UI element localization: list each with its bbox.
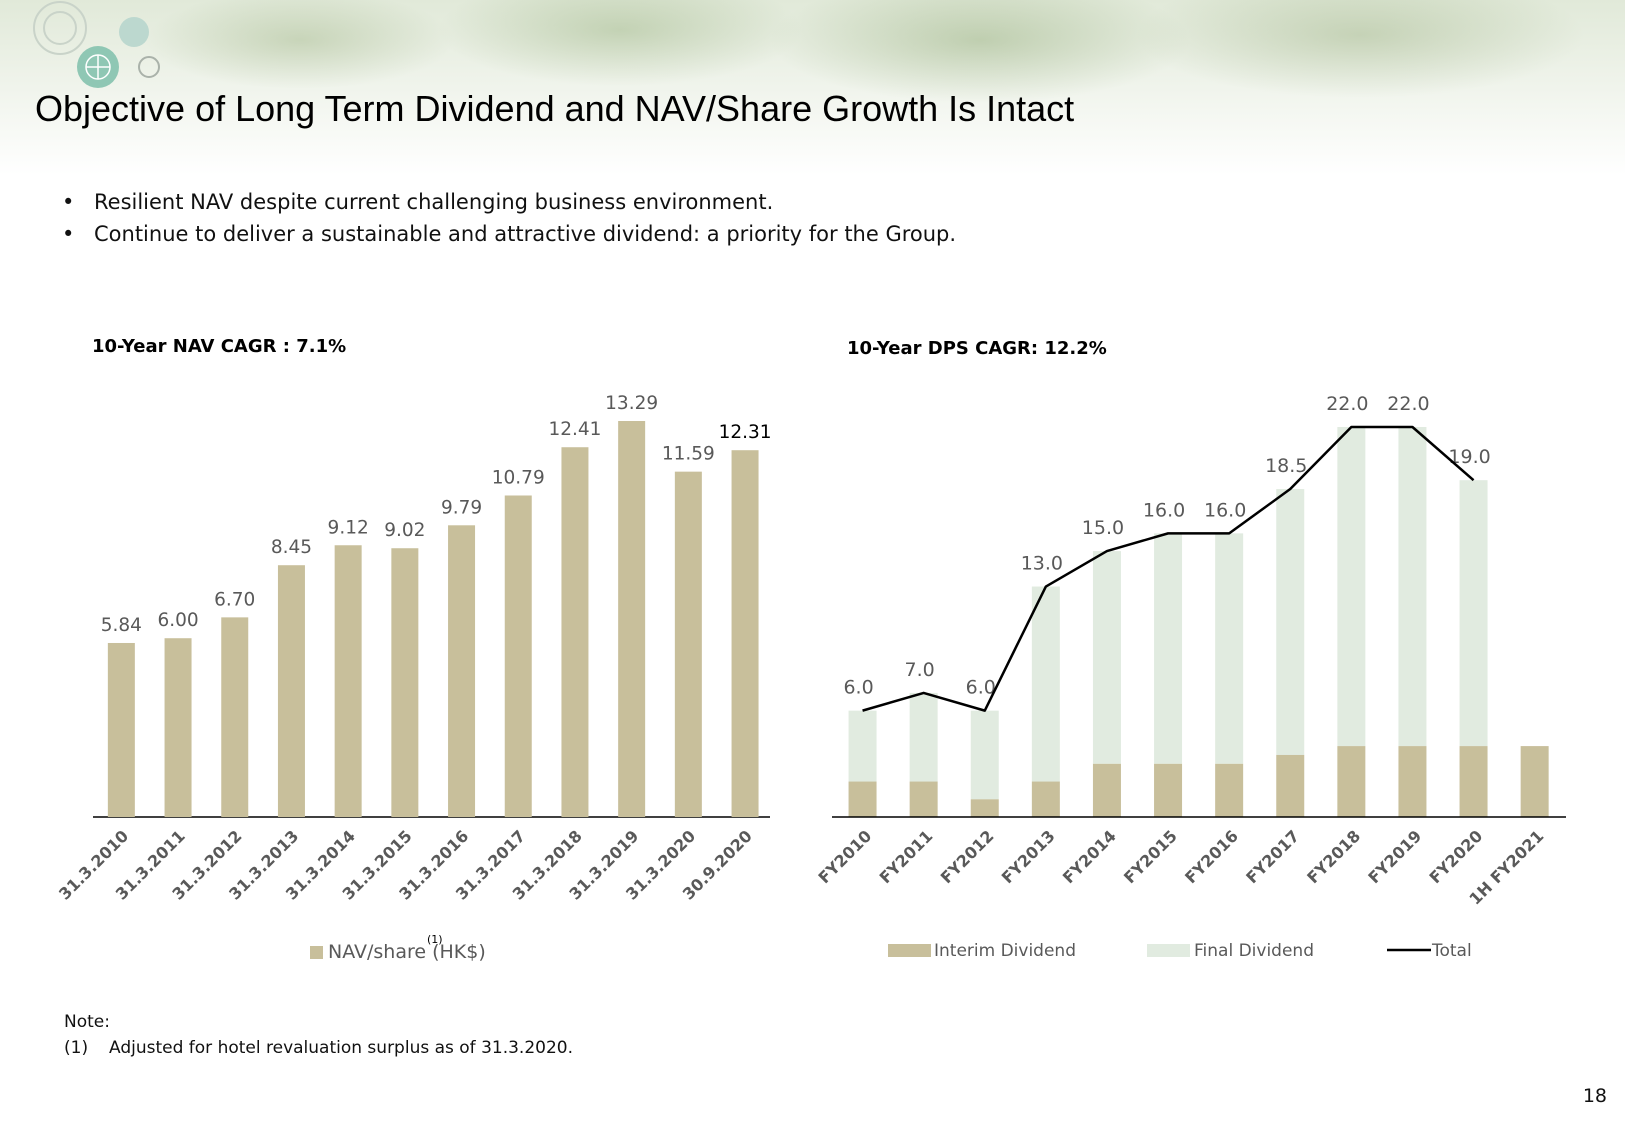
- charts-canvas: 5.8431.3.20106.0031.3.20116.7031.3.20128…: [55, 393, 1566, 963]
- dps-tick-label: FY2012: [937, 826, 998, 887]
- total-series-line: [862, 425, 1475, 712]
- nav-data-label: 10.79: [492, 467, 545, 488]
- nav-bar: [731, 450, 759, 817]
- note-heading: Note:: [64, 1012, 110, 1032]
- total-data-label: 15.0: [1082, 517, 1124, 539]
- dps-tick-label: FY2020: [1426, 826, 1487, 887]
- nav-legend-swatch: [310, 946, 323, 959]
- interim-dividend-bar: [1215, 763, 1244, 817]
- interim-dividend-bar: [1520, 746, 1549, 817]
- final-dividend-bar: [1031, 586, 1060, 782]
- nav-data-label: 12.31: [719, 422, 772, 443]
- nav-bar: [164, 638, 192, 817]
- bullet-item: Continue to deliver a sustainable and at…: [62, 218, 956, 250]
- nav-data-label: 12.41: [548, 419, 601, 440]
- interim-dividend-bar: [848, 781, 877, 817]
- dps-tick-label: FY2014: [1059, 826, 1120, 887]
- interim-dividend-bar: [909, 781, 938, 817]
- interim-dividend-bar: [1031, 781, 1060, 817]
- nav-bar: [277, 565, 305, 817]
- interim-dividend-bar: [1154, 763, 1183, 817]
- footnote-item: (1) Adjusted for hotel revaluation surplu…: [64, 1038, 573, 1058]
- final-legend-label: Final Dividend: [1194, 941, 1314, 961]
- interim-legend-swatch: [888, 944, 931, 957]
- dps-tick-label: FY2016: [1181, 826, 1242, 887]
- final-dividend-bar: [970, 710, 999, 800]
- nav-bar: [391, 548, 419, 817]
- final-dividend-bar: [1154, 533, 1183, 764]
- nav-bar: [674, 471, 702, 817]
- final-dividend-bar: [1337, 427, 1366, 747]
- dps-tick-label: FY2017: [1242, 826, 1303, 887]
- nav-bar: [334, 545, 362, 817]
- nav-chart-title: 10-Year NAV CAGR : 7.1%: [92, 336, 347, 357]
- nav-data-label: 6.70: [214, 589, 255, 610]
- footnote-marker: (1): [427, 933, 443, 946]
- final-dividend-bar: [1276, 489, 1305, 755]
- dps-chart-title: 10-Year DPS CAGR: 12.2%: [847, 338, 1107, 359]
- nav-data-label: 5.84: [101, 615, 142, 636]
- total-data-label: 22.0: [1387, 393, 1429, 415]
- final-dividend-bar: [1398, 427, 1427, 747]
- total-data-label: 19.0: [1448, 446, 1490, 468]
- total-data-label: 16.0: [1143, 499, 1185, 521]
- interim-dividend-bar: [1459, 746, 1488, 817]
- nav-bar: [561, 447, 589, 817]
- nav-data-label: 9.12: [328, 517, 369, 538]
- nav-data-label: 8.45: [271, 537, 312, 558]
- total-data-label: 16.0: [1204, 499, 1246, 521]
- nav-bar: [221, 617, 249, 817]
- dps-tick-label: FY2010: [815, 826, 876, 887]
- total-data-label: 6.0: [843, 677, 873, 699]
- dps-tick-label: FY2019: [1364, 826, 1425, 887]
- total-data-label: 6.0: [966, 677, 996, 699]
- nav-data-label: 9.79: [441, 497, 482, 518]
- company-logo: [33, 1, 160, 88]
- final-dividend-bar: [1215, 533, 1244, 764]
- nav-bar: [618, 421, 646, 817]
- bullet-item: Resilient NAV despite current challengin…: [62, 186, 956, 218]
- total-data-label: 18.5: [1265, 455, 1307, 477]
- footnote-text: Adjusted for hotel revaluation surplus a…: [109, 1038, 573, 1058]
- nav-data-label: 11.59: [662, 444, 715, 465]
- dps-tick-label: FY2015: [1120, 826, 1181, 887]
- nav-bar: [504, 495, 532, 817]
- total-data-label: 22.0: [1326, 393, 1368, 415]
- nav-data-label: 13.29: [605, 393, 658, 414]
- total-data-label: 13.0: [1021, 553, 1063, 575]
- interim-dividend-bar: [1092, 763, 1121, 817]
- nav-data-label: 6.00: [157, 610, 198, 631]
- nav-legend-label: NAV/share (HK$): [328, 941, 486, 963]
- nav-data-label: 9.02: [384, 520, 425, 541]
- dps-tick-label: FY2018: [1303, 826, 1364, 887]
- nav-bar: [448, 525, 476, 817]
- total-legend-label: Total: [1431, 941, 1472, 961]
- interim-dividend-bar: [1337, 746, 1366, 817]
- page-number: 18: [1582, 1085, 1607, 1107]
- final-legend-swatch: [1147, 944, 1190, 957]
- final-dividend-bar: [1092, 551, 1121, 764]
- nav-bar: [107, 642, 135, 817]
- header-banner: [0, 0, 1625, 175]
- final-dividend-bar: [848, 710, 877, 782]
- dps-tick-label: FY2013: [998, 826, 1059, 887]
- footnote-marker: (1): [64, 1038, 89, 1058]
- interim-dividend-bar: [1276, 754, 1305, 817]
- page-title: Objective of Long Term Dividend and NAV/…: [35, 88, 1075, 129]
- interim-legend-label: Interim Dividend: [934, 941, 1076, 961]
- interim-dividend-bar: [970, 799, 999, 817]
- total-data-label: 7.0: [905, 659, 935, 681]
- dps-tick-label: FY2011: [876, 826, 937, 887]
- interim-dividend-bar: [1398, 746, 1427, 817]
- final-dividend-bar: [1459, 480, 1488, 747]
- bullet-list: Resilient NAV despite current challengin…: [62, 186, 956, 250]
- final-dividend-bar: [909, 692, 938, 782]
